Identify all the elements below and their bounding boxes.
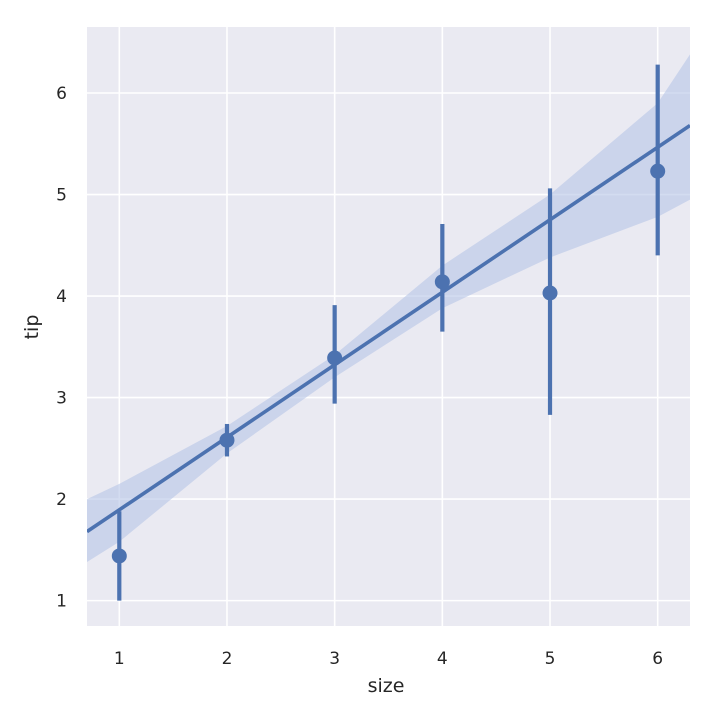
regression-line-layer bbox=[87, 123, 690, 534]
x-tick-labels: 1 2 3 4 5 6 bbox=[114, 649, 663, 669]
error-bars bbox=[117, 64, 660, 601]
data-point bbox=[327, 350, 343, 366]
y-tick-label: 2 bbox=[56, 490, 67, 510]
regression-line bbox=[87, 123, 690, 534]
data-point bbox=[219, 432, 235, 448]
x-tick-label: 6 bbox=[652, 649, 663, 669]
x-axis-label: size bbox=[368, 675, 405, 697]
data-point bbox=[650, 163, 666, 179]
x-tick-label: 5 bbox=[545, 649, 556, 669]
x-tick-label: 4 bbox=[437, 649, 448, 669]
x-tick-label: 2 bbox=[222, 649, 233, 669]
y-tick-label: 3 bbox=[56, 389, 67, 409]
confidence-band bbox=[87, 54, 690, 563]
y-tick-label: 1 bbox=[56, 592, 67, 612]
y-tick-label: 6 bbox=[56, 84, 67, 104]
y-axis-label: tip bbox=[21, 315, 43, 340]
x-tick-label: 1 bbox=[114, 649, 125, 669]
data-point bbox=[434, 274, 450, 290]
x-tick-label: 3 bbox=[329, 649, 340, 669]
data-points bbox=[111, 163, 666, 564]
y-tick-labels: 1 2 3 4 5 6 bbox=[56, 84, 67, 612]
data-point bbox=[111, 548, 127, 564]
y-tick-label: 5 bbox=[56, 186, 67, 206]
data-point bbox=[542, 285, 558, 301]
y-tick-label: 4 bbox=[56, 287, 67, 307]
confidence-band-layer bbox=[87, 54, 690, 563]
